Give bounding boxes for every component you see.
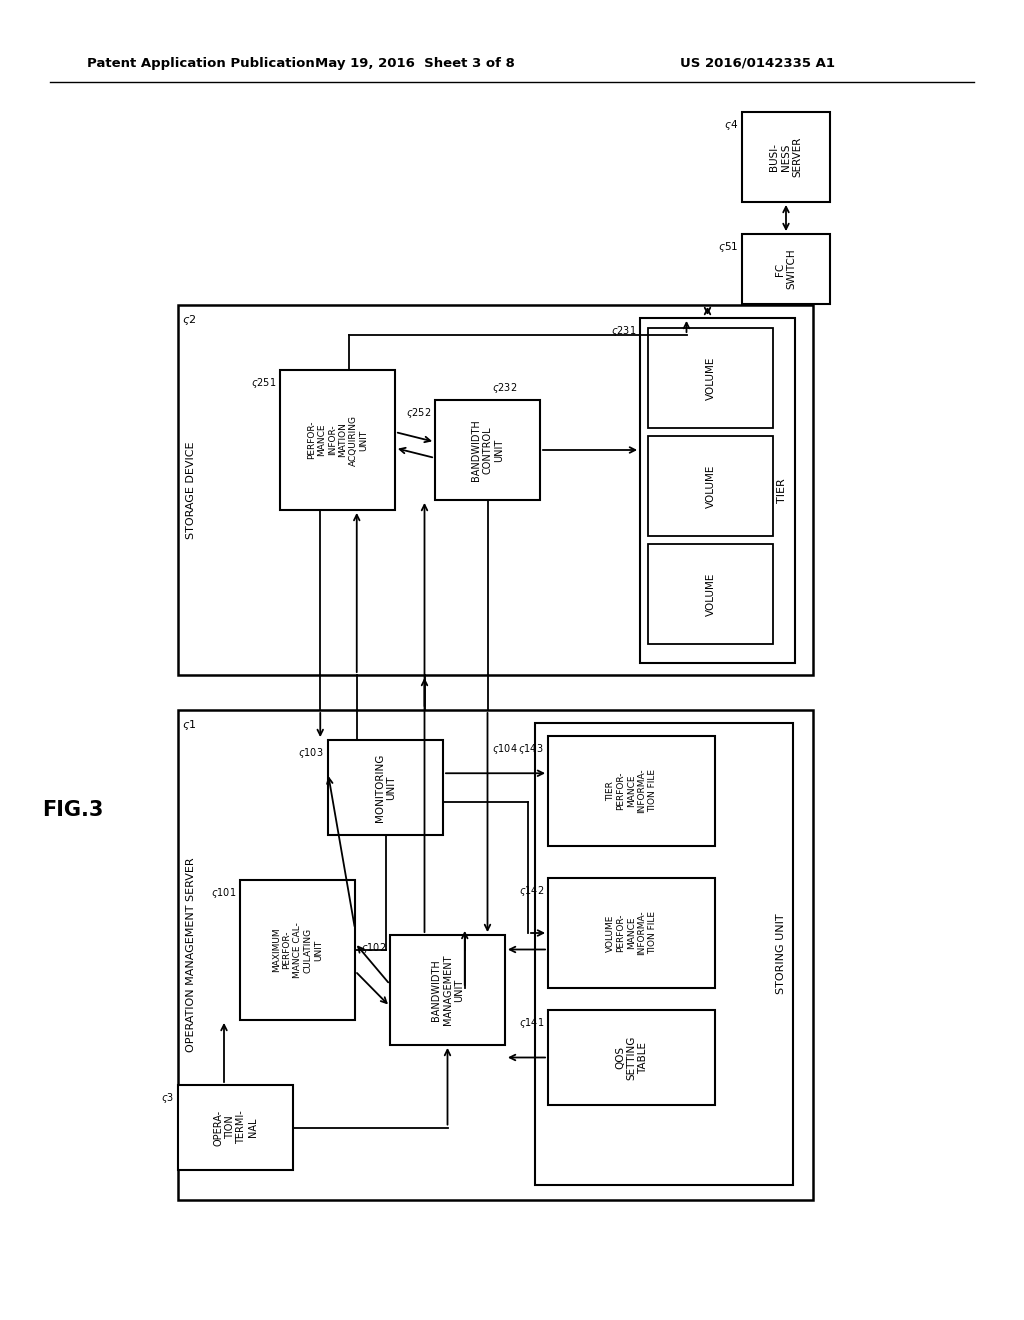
Bar — [648, 327, 773, 428]
Bar — [390, 935, 505, 1045]
Bar — [742, 112, 830, 202]
Bar — [640, 318, 795, 663]
Text: $\varsigma$2: $\varsigma$2 — [182, 313, 197, 327]
Bar — [648, 436, 773, 536]
Text: PERFOR-
MANCE
INFOR-
MATION
ACQUIRING
UNIT: PERFOR- MANCE INFOR- MATION ACQUIRING UN… — [307, 414, 368, 466]
Text: FC
SWITCH: FC SWITCH — [775, 248, 797, 289]
Text: BUSI-
NESS
SERVER: BUSI- NESS SERVER — [769, 137, 803, 177]
Text: BANDWIDTH
MANAGEMENT
UNIT: BANDWIDTH MANAGEMENT UNIT — [431, 954, 464, 1026]
Text: $\varsigma$232: $\varsigma$232 — [493, 381, 518, 395]
Text: $\varsigma$1: $\varsigma$1 — [182, 718, 197, 733]
Bar — [548, 737, 715, 846]
Text: $\varsigma$51: $\varsigma$51 — [718, 240, 738, 253]
Bar — [742, 234, 830, 304]
Bar — [280, 370, 395, 510]
Text: BANDWIDTH
CONTROL
UNIT: BANDWIDTH CONTROL UNIT — [471, 420, 504, 480]
Text: QOS
SETTING
TABLE: QOS SETTING TABLE — [614, 1035, 648, 1080]
Text: $\varsigma$251: $\varsigma$251 — [251, 376, 276, 389]
Text: STORING UNIT: STORING UNIT — [776, 913, 786, 994]
Text: $\varsigma$141: $\varsigma$141 — [518, 1016, 544, 1030]
Text: VOLUME: VOLUME — [706, 573, 716, 615]
Text: $\varsigma$252: $\varsigma$252 — [406, 407, 431, 420]
Text: $\varsigma$102: $\varsigma$102 — [360, 941, 386, 954]
Text: MONITORING
UNIT: MONITORING UNIT — [375, 754, 396, 821]
Text: OPERA-
TION
TERMI-
NAL: OPERA- TION TERMI- NAL — [213, 1109, 258, 1146]
Text: $\varsigma$4: $\varsigma$4 — [724, 117, 738, 132]
Bar — [178, 710, 813, 1200]
Bar — [178, 305, 813, 675]
Text: $\varsigma$3: $\varsigma$3 — [161, 1092, 174, 1105]
Bar — [535, 723, 793, 1185]
Text: $\varsigma$104: $\varsigma$104 — [493, 742, 518, 756]
Text: STORAGE DEVICE: STORAGE DEVICE — [186, 441, 196, 539]
Text: US 2016/0142335 A1: US 2016/0142335 A1 — [680, 57, 835, 70]
Bar — [548, 1010, 715, 1105]
Bar — [548, 878, 715, 987]
Text: $\varsigma$143: $\varsigma$143 — [518, 742, 544, 756]
Text: MAXIMUM
PERFOR-
MANCE CAL-
CULATING
UNIT: MAXIMUM PERFOR- MANCE CAL- CULATING UNIT — [272, 923, 323, 978]
Bar — [435, 400, 540, 500]
Text: $\varsigma$103: $\varsigma$103 — [299, 746, 324, 760]
Bar — [240, 880, 355, 1020]
Text: VOLUME
PERFOR-
MANCE
INFORMA-
TION FILE: VOLUME PERFOR- MANCE INFORMA- TION FILE — [606, 911, 656, 956]
Text: OPERATION MANAGEMENT SERVER: OPERATION MANAGEMENT SERVER — [186, 858, 196, 1052]
Text: $\varsigma$142: $\varsigma$142 — [518, 884, 544, 898]
Bar — [328, 741, 443, 836]
Text: $\varsigma$101: $\varsigma$101 — [211, 886, 236, 900]
Text: VOLUME: VOLUME — [706, 465, 716, 508]
Bar — [648, 544, 773, 644]
Text: TIER: TIER — [777, 478, 787, 503]
Text: May 19, 2016  Sheet 3 of 8: May 19, 2016 Sheet 3 of 8 — [315, 57, 515, 70]
Bar — [178, 1085, 293, 1170]
Text: VOLUME: VOLUME — [706, 356, 716, 400]
Text: $\varsigma$231: $\varsigma$231 — [610, 323, 636, 338]
Text: FIG.3: FIG.3 — [42, 800, 103, 820]
Text: Patent Application Publication: Patent Application Publication — [87, 57, 314, 70]
Text: TIER
PERFOR-
MANCE
INFORMA-
TION FILE: TIER PERFOR- MANCE INFORMA- TION FILE — [606, 768, 656, 813]
